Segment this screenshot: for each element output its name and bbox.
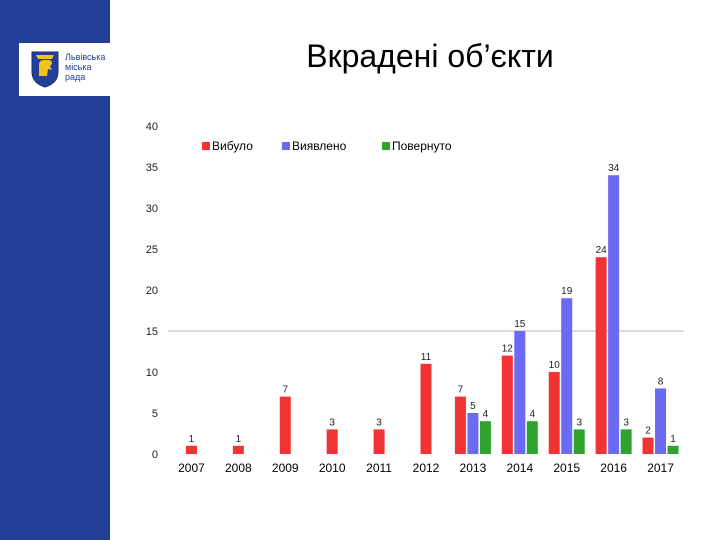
data-label: 24 — [596, 245, 608, 256]
y-tick-label: 5 — [152, 408, 158, 420]
x-tick-label: 2017 — [647, 461, 674, 475]
bar-Виявлено-2016 — [608, 175, 620, 454]
bar-Повернуто-2016 — [620, 429, 632, 454]
stolen-objects-chart: 0510152025303540120071200872009320103201… — [146, 121, 684, 475]
bar-Вибуло-2009 — [279, 396, 291, 454]
city-council-logo: Львівська міська рада — [19, 43, 110, 96]
legend-label: Виявлено — [292, 139, 347, 153]
y-tick-label: 0 — [152, 449, 158, 461]
bar-Повернуто-2015 — [573, 429, 585, 454]
legend-swatch-Вибуло — [202, 142, 210, 150]
y-tick-label: 10 — [146, 367, 158, 379]
data-label: 34 — [608, 163, 620, 174]
data-label: 2 — [645, 426, 651, 437]
data-label: 4 — [530, 409, 536, 420]
bar-Виявлено-2015 — [561, 298, 573, 454]
x-tick-label: 2015 — [553, 461, 580, 475]
slide-title: Вкрадені об’єкти — [306, 38, 554, 74]
x-tick-label: 2009 — [272, 461, 299, 475]
bar-Вибуло-2017 — [642, 437, 654, 454]
bar-Вибуло-2012 — [420, 363, 432, 454]
bar-Виявлено-2013 — [467, 413, 479, 454]
y-tick-label: 30 — [146, 203, 158, 215]
bar-Вибуло-2016 — [595, 257, 607, 454]
data-label: 15 — [514, 319, 526, 330]
data-label: 7 — [282, 385, 288, 396]
data-label: 10 — [549, 360, 561, 371]
bar-Вибуло-2008 — [232, 445, 244, 454]
data-label: 8 — [658, 376, 664, 387]
data-label: 3 — [576, 417, 582, 428]
legend-swatch-Повернуто — [382, 142, 390, 150]
data-label: 12 — [502, 344, 514, 355]
bar-Вибуло-2007 — [185, 445, 197, 454]
data-label: 3 — [623, 417, 629, 428]
legend-swatch-Виявлено — [282, 142, 290, 150]
x-tick-label: 2010 — [319, 461, 346, 475]
bar-Повернуто-2013 — [479, 421, 491, 454]
x-tick-label: 2012 — [413, 461, 440, 475]
data-label: 1 — [189, 434, 195, 445]
x-tick-label: 2008 — [225, 461, 252, 475]
bar-Вибуло-2010 — [326, 429, 338, 454]
data-label: 1 — [236, 434, 242, 445]
bar-Вибуло-2014 — [501, 355, 513, 454]
bar-Повернуто-2014 — [526, 421, 538, 454]
bar-Повернуто-2017 — [667, 445, 679, 454]
x-tick-label: 2014 — [506, 461, 533, 475]
bar-Вибуло-2013 — [454, 396, 466, 454]
x-tick-label: 2013 — [460, 461, 487, 475]
data-label: 1 — [670, 434, 676, 445]
y-tick-label: 35 — [146, 162, 158, 174]
x-tick-label: 2011 — [366, 461, 392, 475]
legend-label: Вибуло — [212, 139, 253, 153]
bar-Виявлено-2014 — [514, 331, 526, 454]
data-label: 5 — [470, 401, 476, 412]
data-label: 7 — [458, 385, 464, 396]
logo-text: Львівська міська рада — [65, 52, 106, 82]
coat-of-arms-icon — [31, 51, 59, 88]
y-tick-label: 15 — [146, 326, 158, 338]
x-tick-label: 2016 — [600, 461, 627, 475]
bar-Виявлено-2017 — [655, 388, 667, 454]
x-tick-label: 2007 — [178, 461, 205, 475]
bar-Вибуло-2011 — [373, 429, 385, 454]
bar-Вибуло-2015 — [548, 372, 560, 454]
legend-label: Повернуто — [392, 139, 452, 153]
data-label: 11 — [421, 352, 432, 363]
data-label: 4 — [483, 409, 489, 420]
data-label: 3 — [376, 417, 382, 428]
data-label: 19 — [561, 286, 573, 297]
y-tick-label: 40 — [146, 121, 158, 133]
data-label: 3 — [329, 417, 335, 428]
y-tick-label: 25 — [146, 244, 158, 256]
y-tick-label: 20 — [146, 285, 158, 297]
